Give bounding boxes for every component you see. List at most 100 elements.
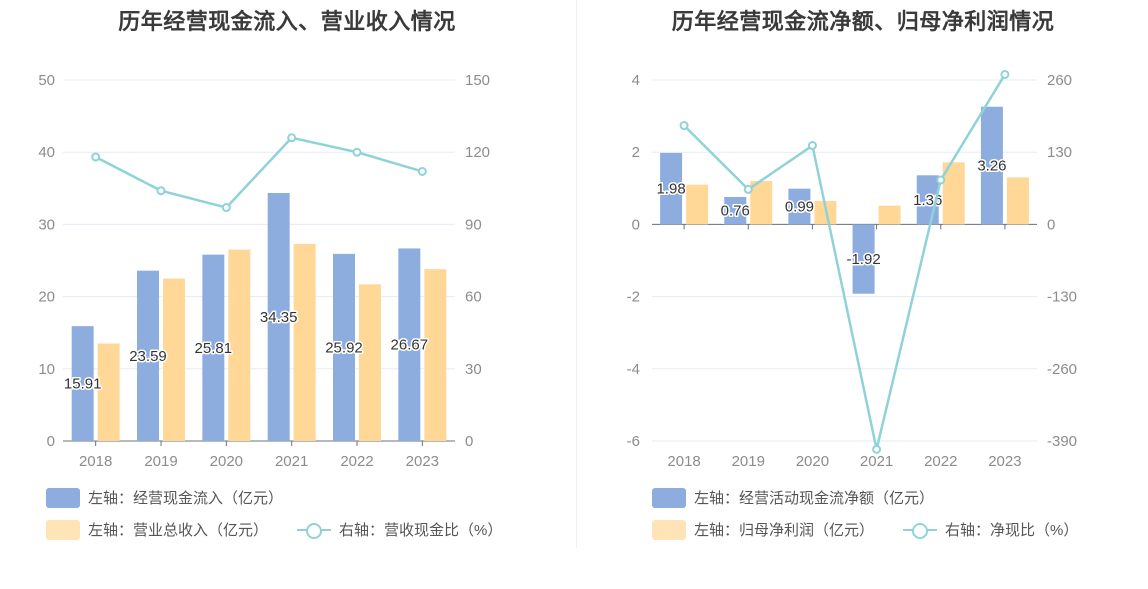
ratio-line [683, 73, 1006, 450]
y-left-tick-label: -4 [627, 361, 640, 378]
bar-secondary [293, 243, 316, 441]
bar-primary [267, 192, 290, 441]
bar-secondary [686, 184, 709, 225]
chart-panel-net-cash: 历年经营现金流净额、归母净利润情况 -6 -4 -2 0 2 4 -390 -260 -130 0… [578, 0, 1148, 589]
bar-data-label: 15.91 [64, 376, 102, 393]
y-left-tick-label: 0 [47, 433, 55, 450]
x-tick-label: 2021 [275, 453, 308, 470]
legend-line-icon [903, 520, 937, 540]
bar-data-label: 26.67 [391, 337, 429, 354]
bar-secondary [228, 249, 251, 441]
y-right-tick-label: -260 [1047, 361, 1077, 378]
legend-item-net-profit[interactable]: 左轴：归母净利润（亿元） [652, 519, 874, 540]
legend-label: 左轴：营业总收入（亿元） [88, 522, 269, 539]
ratio-point [872, 444, 882, 454]
bar-secondary [163, 278, 185, 441]
ratio-point [91, 152, 101, 162]
bar-primary [333, 253, 355, 441]
y-left-tick-label: 20 [38, 289, 55, 306]
bar-data-label: 25.92 [325, 339, 363, 356]
ratio-point [1000, 69, 1010, 79]
bar-data-label: 23.59 [129, 348, 167, 365]
bar-data-label: -1.92 [846, 251, 880, 268]
y-right-tick-label: 60 [465, 289, 482, 306]
y-right-tick-label: 0 [1047, 216, 1055, 233]
legend-swatch-orange [46, 519, 80, 540]
legend-label: 右轴：营收现金比（%） [339, 522, 503, 539]
legend-swatch-blue [652, 487, 686, 508]
x-tick-label: 2022 [340, 453, 373, 470]
x-tick-label: 2018 [667, 453, 700, 470]
bar-data-label: 34.35 [260, 309, 298, 326]
x-tick-label: 2019 [144, 453, 177, 470]
bar-primary [788, 188, 811, 225]
bar-primary [660, 152, 683, 225]
bar-data-label: 25.81 [195, 340, 233, 357]
legend-swatch-blue [46, 487, 80, 508]
y-right-tick-label: -390 [1047, 433, 1077, 450]
y-right-tick-label: 130 [1047, 144, 1072, 161]
bar-secondary [878, 205, 901, 225]
bar-primary [202, 254, 225, 441]
ratio-point [221, 203, 231, 213]
legend-item-revenue[interactable]: 左轴：营业总收入（亿元） [46, 519, 268, 540]
chart-plot: 0 10 20 30 40 50 0 30 60 90 120 150 2018 2019 2020 2021… [38, 72, 490, 470]
y-left-tick-label: 4 [632, 72, 640, 89]
legend-line-icon [297, 520, 331, 540]
legend-item-ratio[interactable]: 右轴：营收现金比（%） [297, 519, 502, 540]
y-right-tick-label: -130 [1047, 289, 1077, 306]
bar-secondary [97, 343, 120, 441]
ratio-point [417, 166, 427, 176]
y-left-tick-label: 10 [38, 361, 55, 378]
y-left-tick-label: -2 [627, 289, 640, 306]
y-left-tick-label: 50 [38, 72, 55, 89]
y-right-tick-label: 120 [465, 144, 490, 161]
ratio-point [679, 121, 689, 131]
legend-label: 左轴：经营现金流入（亿元） [88, 490, 284, 507]
x-tick-label: 2023 [988, 453, 1021, 470]
legend-item-ratio[interactable]: 右轴：净现比（%） [903, 519, 1078, 540]
bar-secondary [750, 181, 773, 225]
bar-data-label: 3.26 [977, 158, 1006, 175]
bar-secondary [1006, 177, 1029, 225]
ratio-point [287, 133, 297, 143]
ratio-point [156, 186, 166, 196]
y-right-tick-label: 90 [465, 216, 482, 233]
x-tick-label: 2022 [924, 453, 957, 470]
chart-panel-cash-inflow: 历年经营现金流入、营业收入情况 0 10 20 30 40 50 0 30 60 90 120 150… [38, 9, 502, 540]
chart-title: 历年经营现金流净额、归母净利润情况 [671, 9, 1055, 34]
ratio-point [807, 141, 817, 151]
bar-primary [71, 326, 94, 441]
bar-primary [137, 270, 159, 441]
legend-swatch-orange [652, 519, 686, 540]
x-tick-label: 2021 [860, 453, 893, 470]
bar-secondary [942, 162, 965, 225]
ratio-line [95, 136, 423, 209]
panel-divider [576, 0, 577, 548]
bar-primary [398, 248, 421, 441]
y-left-tick-label: 40 [38, 144, 55, 161]
y-left-tick-label: 0 [632, 216, 640, 233]
ratio-point [352, 147, 362, 157]
y-right-tick-label: 30 [465, 361, 482, 378]
bar-secondary [359, 284, 381, 441]
chart-title: 历年经营现金流入、营业收入情况 [118, 9, 456, 34]
ratio-point [936, 175, 946, 185]
x-tick-label: 2019 [732, 453, 765, 470]
bar-data-label: 0.76 [721, 203, 750, 220]
y-right-tick-label: 150 [465, 72, 490, 89]
x-tick-label: 2020 [210, 453, 243, 470]
x-tick-label: 2020 [796, 453, 829, 470]
legend-item-net-cash[interactable]: 左轴：经营活动现金流净额（亿元） [652, 487, 934, 508]
y-right-tick-label: 0 [465, 433, 473, 450]
y-left-tick-label: 2 [632, 144, 640, 161]
bar-data-label: 1.98 [656, 181, 685, 198]
bar-primary [724, 196, 747, 225]
bar-secondary [424, 269, 447, 441]
legend-label: 左轴：经营活动现金流净额（亿元） [694, 490, 935, 507]
bar-primary [852, 224, 875, 294]
chart-plot: -6 -4 -2 0 2 4 -390 -260 -130 0 130 260 2018 2019 2020… [627, 69, 1077, 470]
legend-item-cash-inflow[interactable]: 左轴：经营现金流入（亿元） [46, 487, 283, 508]
y-left-tick-label: -6 [627, 433, 640, 450]
legend-label: 左轴：归母净利润（亿元） [694, 522, 875, 539]
